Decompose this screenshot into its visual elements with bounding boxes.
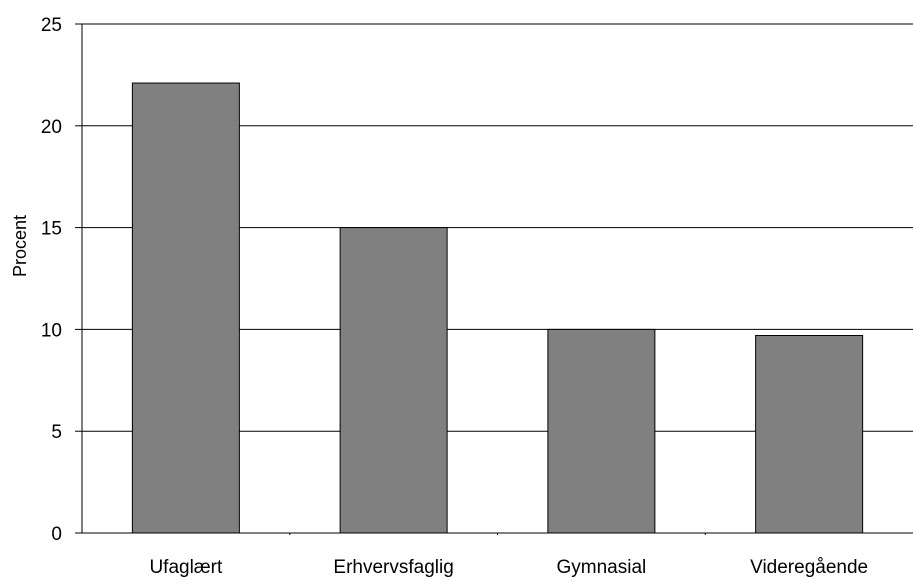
- bar-videregående: [755, 335, 864, 534]
- bar-ufaglært: [131, 82, 240, 534]
- y-tick-label: 0: [51, 524, 62, 545]
- bars: [131, 82, 864, 534]
- y-tick-label: 15: [41, 219, 62, 240]
- y-tick-labels: 0 5 10 15 20 25: [41, 15, 62, 545]
- y-tick-label: 10: [41, 320, 62, 341]
- bar-erhvervsfaglig: [339, 227, 448, 534]
- y-tick-label: 20: [41, 117, 62, 138]
- y-tick-label: 5: [51, 422, 62, 443]
- y-axis-title: Procent: [10, 215, 30, 277]
- axes: [75, 23, 913, 535]
- x-tick-label: Videregående: [750, 557, 868, 577]
- y-tick-label: 25: [41, 15, 62, 36]
- x-tick-label: Gymnasial: [557, 557, 647, 577]
- x-tick-label: Erhvervsfaglig: [333, 557, 453, 577]
- x-tick-labels: Ufaglært Erhvervsfaglig Gymnasial Videregåe…: [149, 557, 868, 578]
- x-tick-label: Ufaglært: [149, 557, 223, 577]
- bar-gymnasial: [547, 328, 656, 534]
